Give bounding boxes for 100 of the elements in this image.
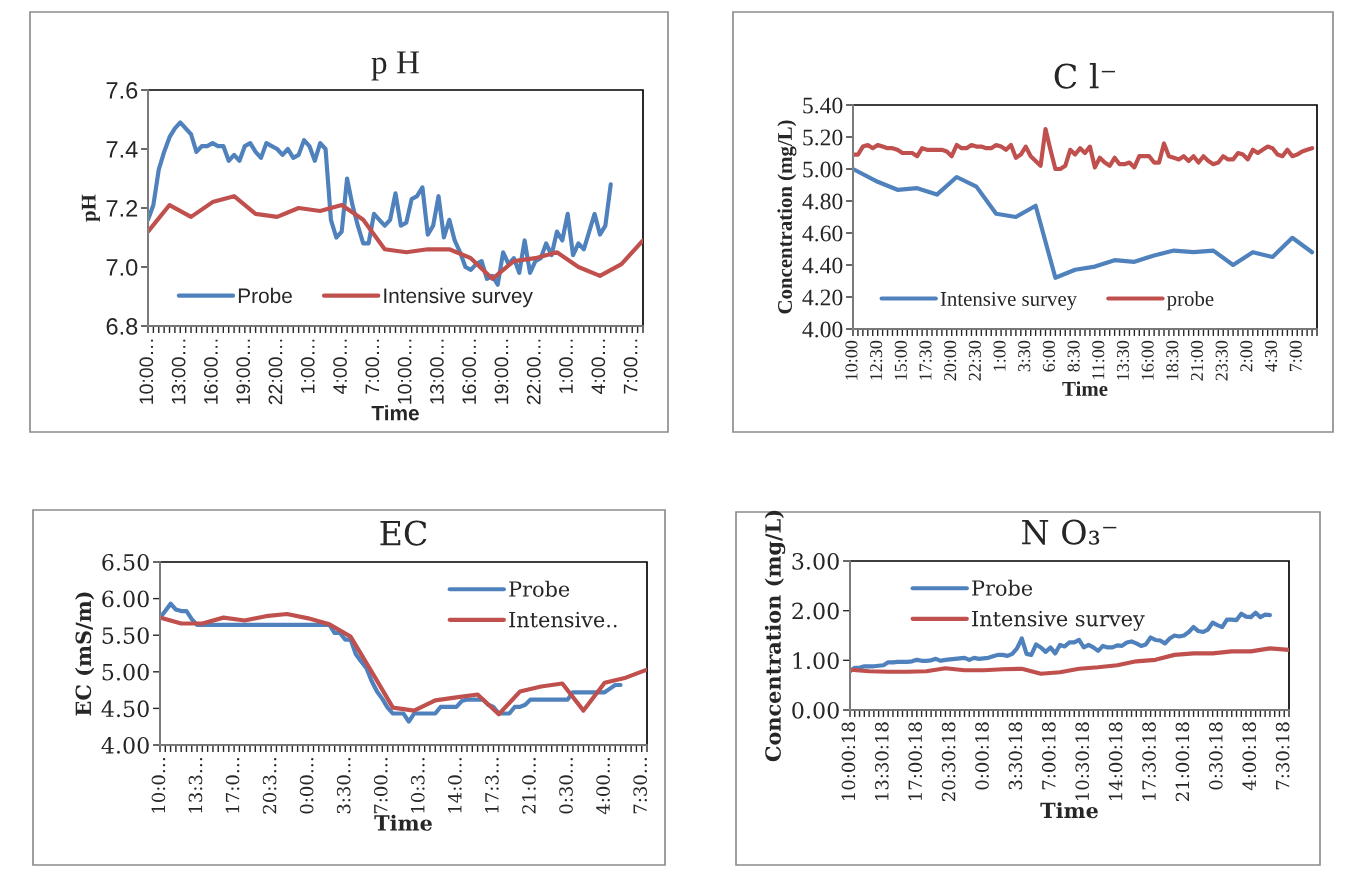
y-tick-label: 5.00 [803, 161, 843, 178]
y-tick-label: 5.20 [803, 129, 843, 146]
x-tick-label: 21:00:18 [1175, 722, 1190, 801]
y-tick-label: 3.00 [792, 552, 839, 570]
legend-label: Probe [238, 287, 292, 304]
y-tick-label: 4.00 [802, 321, 843, 338]
x-tick-label: 13:00… [171, 339, 186, 404]
x-tick-label: 16:00 [1141, 340, 1154, 380]
y-tick-label: 2.00 [792, 602, 839, 620]
x-tick-label: 1:00… [300, 339, 315, 393]
x-tick-label: 4:00… [591, 339, 606, 394]
x-tick-label: 7:00… [365, 339, 380, 394]
x-tick-label: 13:00… [429, 339, 444, 404]
y-tick-label: 5.40 [803, 97, 843, 114]
x-tick-label: 17:0… [225, 757, 240, 813]
line-series [853, 126, 1315, 172]
y-tick-label: 4.20 [802, 289, 843, 306]
x-tick-label: 2:00 [1240, 340, 1253, 372]
x-tick-label: 22:00… [268, 339, 283, 405]
x-tick-label: 12:30 [870, 340, 883, 380]
legend-label: probe [1167, 291, 1214, 311]
x-tick-label: 13:30:18 [874, 722, 889, 800]
y-axis-title: pH [81, 194, 100, 222]
x-tick-label: 3:30… [336, 757, 351, 814]
x-tick-label: 10:00:18 [841, 722, 856, 800]
x-tick-label: 10:00 [845, 340, 858, 380]
x-tick-label: 6:00 [1042, 340, 1056, 372]
x-tick-label: 22:00… [526, 339, 541, 405]
x-tick-label: 10:3… [410, 757, 425, 813]
x-tick-label: 21:00 [1190, 340, 1204, 381]
chart-title: p H [371, 51, 420, 81]
x-tick-label: 0:00… [299, 757, 314, 814]
y-tick-label: 4.80 [802, 193, 843, 210]
legend-label: Intensive survey [384, 287, 533, 308]
chart-title: EC [380, 520, 427, 546]
x-tick-label: 14:0… [448, 757, 462, 813]
x-tick-label: 16:00… [204, 339, 218, 404]
x-tick-label: 7:00:18 [1041, 722, 1056, 790]
y-axis-title: EC (mS/m) [75, 592, 95, 716]
x-axis-title: Time [1040, 802, 1098, 819]
x-tick-label: 21:0… [522, 757, 536, 814]
y-axis-title: Concentration (mg/L) [777, 120, 797, 314]
x-tick-label: 7:30… [633, 757, 647, 814]
x-tick-label: 4:00:18 [1242, 722, 1257, 791]
x-tick-label: 4:00… [333, 339, 347, 394]
x-tick-label: 19:00… [236, 339, 251, 404]
x-tick-label: 7:00… [373, 757, 388, 814]
y-tick-label: 4.00 [101, 736, 149, 754]
y-tick-label: 6.00 [102, 590, 149, 608]
x-tick-label: 19:00… [494, 339, 509, 404]
y-tick-label: 5.00 [102, 663, 149, 681]
x-tick-label: 22:30 [968, 340, 981, 381]
x-tick-label: 7:00 [1289, 340, 1302, 372]
line-series [853, 166, 1315, 280]
x-tick-label: 0:30… [559, 757, 573, 814]
x-tick-label: 18:30 [1166, 340, 1179, 380]
y-tick-label: 7.0 [106, 259, 138, 276]
x-tick-label: 7:00… [623, 339, 638, 394]
y-tick-label: 4.50 [101, 700, 149, 718]
y-axis-title: Concentration (mg/L) [764, 510, 786, 762]
chart-title: N O₃⁻ [1022, 519, 1117, 545]
x-tick-label: 13:3… [188, 757, 203, 813]
y-tick-label: 4.40 [802, 257, 843, 274]
x-axis-title: Time [1062, 381, 1108, 396]
x-tick-label: 10:0… [151, 757, 166, 813]
x-tick-label: 10:00… [397, 339, 412, 404]
x-tick-label: 4:00… [596, 757, 610, 815]
x-tick-label: 15:00 [894, 340, 907, 380]
legend-label: Probe [972, 579, 1033, 596]
legend-label: Intensive.. [509, 611, 617, 628]
y-tick-label: 4.60 [802, 225, 843, 242]
x-tick-label: 3:30:18 [1008, 722, 1023, 790]
x-axis-title: Time [374, 814, 432, 831]
chart-title: C l⁻ [1054, 63, 1115, 89]
y-tick-label: 1.00 [793, 652, 839, 670]
y-tick-label: 6.8 [106, 318, 138, 335]
x-tick-label: 16:00… [462, 339, 477, 404]
x-tick-label: 1:00… [559, 339, 573, 393]
x-tick-label: 0:30:18 [1209, 722, 1223, 790]
x-tick-label: 13:30 [1116, 340, 1130, 380]
line-series [160, 611, 647, 717]
x-tick-label: 17:00:18 [908, 722, 923, 800]
x-tick-label: 10:00… [139, 339, 154, 404]
line-series [850, 610, 1272, 674]
x-tick-label: 7:30:18 [1275, 722, 1290, 790]
x-tick-label: 20:3… [262, 757, 277, 814]
x-tick-label: 1:00 [993, 340, 1006, 371]
x-tick-label: 20:30:18 [941, 722, 956, 801]
x-tick-label: 17:3… [485, 757, 499, 813]
line-series [850, 646, 1289, 676]
y-tick-label: 0.00 [792, 701, 839, 719]
x-tick-label: 17:30 [919, 340, 932, 380]
x-tick-label: 23:30 [1215, 340, 1228, 381]
x-tick-label: 0:00:18 [975, 722, 989, 790]
y-tick-label: 7.2 [106, 200, 138, 217]
legend-label: Probe [509, 580, 570, 597]
x-tick-label: 20:00 [944, 340, 957, 381]
x-tick-label: 4:30 [1264, 340, 1278, 372]
legend-label: Intensive survey [972, 610, 1145, 631]
y-tick-label: 7.6 [106, 82, 138, 99]
